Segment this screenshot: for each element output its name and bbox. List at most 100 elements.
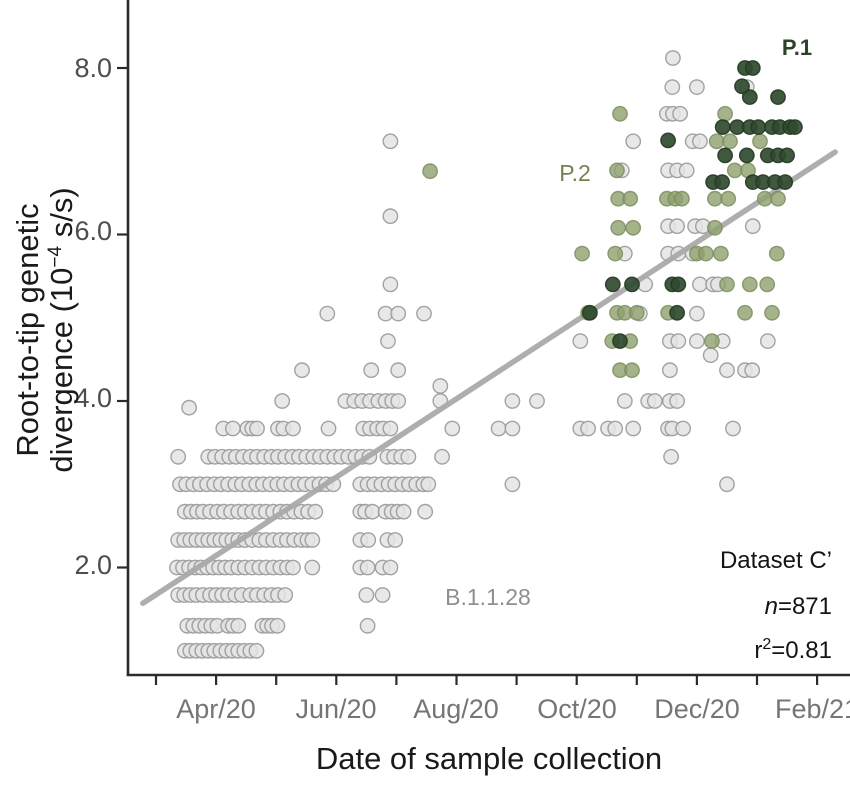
data-point-b1128 [702, 347, 719, 364]
data-point-b1128 [689, 305, 705, 322]
data-point-b1128 [664, 79, 681, 96]
series-p2-points [422, 105, 786, 379]
data-point-p2 [674, 190, 690, 207]
data-point-b1128 [646, 393, 663, 409]
data-point-b1128 [170, 448, 187, 465]
data-point-p1 [660, 132, 676, 149]
data-point-b1128 [665, 50, 681, 66]
data-point-b1128 [572, 333, 589, 349]
data-point-p1 [770, 89, 786, 106]
data-point-b1128 [390, 305, 407, 322]
data-point-b1128 [320, 420, 337, 437]
lineage-b1128-label: B.1.1.28 [445, 584, 531, 610]
x-tick-label-oct20: Oct/20 [537, 694, 617, 724]
data-point-p2 [717, 105, 733, 122]
data-point-p2 [768, 245, 785, 262]
data-point-b1128 [625, 133, 642, 150]
data-point-b1128 [670, 333, 687, 349]
data-point-p1 [717, 147, 733, 164]
data-point-b1128 [669, 393, 685, 409]
data-point-b1128 [432, 378, 449, 394]
data-point-p2 [625, 219, 642, 236]
data-point-b1128 [625, 420, 642, 437]
data-point-p2 [628, 304, 645, 321]
data-point-b1128 [400, 448, 417, 465]
data-point-b1128 [504, 476, 521, 493]
data-point-b1128 [181, 399, 198, 416]
data-point-b1128 [359, 559, 376, 576]
data-point-b1128 [420, 476, 437, 493]
data-point-b1128 [382, 420, 399, 437]
data-point-p2 [741, 276, 758, 293]
data-point-p2 [722, 133, 738, 150]
data-point-b1128 [719, 476, 735, 493]
data-point-b1128 [434, 448, 450, 465]
data-point-p1 [741, 89, 758, 106]
data-point-b1128 [662, 362, 678, 379]
data-point-p2 [610, 219, 627, 236]
y-axis-title-line2: divergence (10−4 s/s) [44, 187, 79, 472]
axis-tick-marks [117, 66, 819, 685]
data-point-b1128 [380, 333, 396, 349]
data-point-b1128 [358, 587, 375, 603]
x-tick-label-apr20: Apr/20 [176, 694, 256, 724]
data-point-b1128 [395, 503, 412, 520]
data-point-p1 [714, 174, 730, 191]
data-point-b1128 [416, 305, 432, 322]
data-point-b1128 [382, 208, 399, 225]
data-point-b1128 [269, 617, 286, 634]
data-point-p2 [612, 105, 628, 122]
data-point-p2 [609, 162, 625, 179]
data-point-p1 [604, 276, 621, 293]
p1-variant-label: P.1 [782, 35, 812, 60]
data-point-b1128 [580, 420, 596, 437]
data-point-b1128 [285, 420, 301, 437]
r-squared-label: r2=0.81 [754, 636, 832, 664]
data-point-b1128 [759, 333, 776, 349]
data-point-b1128 [382, 559, 399, 576]
data-point-p2 [770, 190, 786, 207]
data-point-p2 [720, 190, 737, 207]
data-point-b1128 [607, 420, 624, 437]
data-point-b1128 [675, 420, 691, 437]
y-tick-label-8: 8.0 [74, 53, 112, 83]
data-point-b1128 [382, 133, 399, 150]
data-point-b1128 [692, 133, 708, 150]
data-point-b1128 [689, 79, 705, 96]
data-point-b1128 [504, 393, 521, 409]
x-tick-label-aug20: Aug/20 [413, 694, 499, 724]
data-point-b1128 [248, 642, 265, 659]
data-point-p2 [704, 333, 720, 349]
data-point-b1128 [616, 393, 633, 409]
x-axis-title: Date of sample collection [316, 741, 662, 776]
x-tick-label-jun20: Jun/20 [295, 694, 376, 724]
data-point-p2 [759, 276, 776, 293]
data-point-p1 [582, 304, 598, 321]
data-point-p1 [744, 60, 761, 76]
data-point-b1128 [382, 276, 399, 293]
data-point-b1128 [319, 305, 336, 322]
y-axis-title-line1: Root-to-tip genetic [10, 203, 45, 456]
data-point-p1 [787, 119, 803, 136]
data-point-b1128 [444, 420, 461, 437]
data-point-b1128 [663, 448, 679, 465]
series-p1-points [582, 60, 803, 349]
data-point-p1 [714, 119, 731, 136]
data-point-b1128 [504, 420, 521, 437]
data-point-b1128 [363, 362, 380, 379]
data-point-b1128 [692, 276, 708, 293]
data-point-p2 [574, 245, 590, 262]
data-point-b1128 [307, 503, 324, 520]
data-point-p2 [756, 190, 773, 207]
data-point-p2 [607, 245, 624, 262]
data-point-p2 [707, 219, 723, 236]
data-point-b1128 [304, 532, 321, 548]
data-point-b1128 [374, 587, 391, 603]
p2-variant-label: P.2 [559, 160, 591, 186]
data-point-b1128 [359, 617, 376, 634]
data-point-b1128 [224, 420, 241, 437]
data-point-p1 [734, 78, 750, 95]
data-point-b1128 [387, 532, 404, 548]
